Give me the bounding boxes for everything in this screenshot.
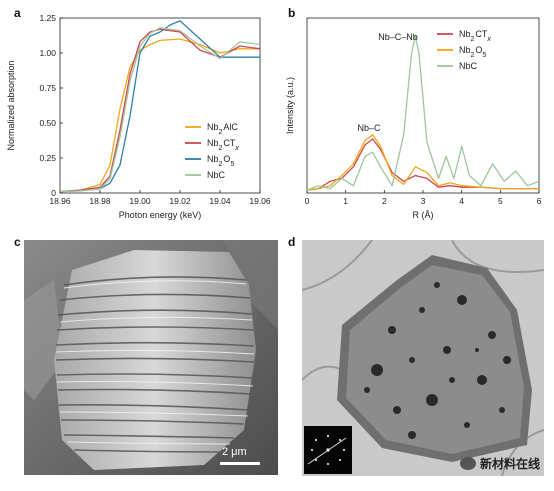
panel-label-b: b — [288, 6, 296, 20]
legend-label: NbC — [207, 170, 226, 180]
wechat-logo-icon — [459, 457, 476, 470]
panel-label-d: d — [288, 235, 296, 249]
x-tick-label: 18.98 — [89, 196, 111, 206]
x-tick-label: 3 — [421, 196, 426, 206]
x-axis-label: R (Å) — [413, 210, 434, 220]
peak-annotation: Nb–C — [357, 123, 381, 133]
x-tick-label: 0 — [305, 196, 310, 206]
series-line-nb2ctx — [306, 138, 539, 191]
x-tick-label: 2 — [382, 196, 387, 206]
series-line-nbc — [59, 27, 261, 193]
legend-label: Nb2O5 — [207, 154, 234, 168]
scale-bar-label: 2 μm — [222, 446, 247, 458]
exafs-chart: 0 1 2 3 4 5 6 R (Å) Intensity (a.u.) Nb2CTx Nb2O5 N… — [285, 17, 542, 220]
y-axis-label: Normalized absorption — [6, 60, 16, 150]
plot-frame — [59, 17, 261, 194]
series-line-nb2alc — [59, 38, 260, 193]
x-tick-label: 6 — [537, 196, 542, 206]
legend-label: Nb2CTx — [459, 29, 491, 43]
x-tick-label: 1 — [343, 196, 348, 206]
y-axis-label: Intensity (a.u.) — [285, 77, 295, 134]
sem-image: 2 μm — [24, 240, 278, 475]
panel-label-a: a — [14, 6, 21, 20]
y-tick-label: 0.50 — [39, 118, 56, 128]
x-tick-label: 4 — [459, 196, 464, 206]
y-tick-label: 0 — [51, 188, 56, 198]
y-tick-label: 0.25 — [39, 153, 56, 163]
x-tick-label: 19.04 — [209, 196, 231, 206]
watermark: 新材料在线 — [459, 455, 540, 472]
x-axis-label: Photon energy (keV) — [119, 210, 202, 220]
legend-label: Nb2O5 — [459, 45, 486, 59]
y-tick-label: 0.75 — [39, 83, 56, 93]
y-tick-label: 1.00 — [39, 48, 56, 58]
panel-label-c: c — [14, 235, 21, 249]
x-tick-label: 19.06 — [249, 196, 271, 206]
series-line-nb2o5 — [306, 134, 539, 191]
legend-label: Nb2CTx — [207, 138, 239, 152]
x-tick-label: 18.96 — [49, 196, 71, 206]
x-tick-label: 19.02 — [169, 196, 191, 206]
y-tick-label: 1.25 — [39, 13, 56, 23]
series-line-nbc — [306, 34, 540, 191]
tem-image: 新材料在线 — [302, 240, 544, 476]
scale-bar — [220, 462, 260, 465]
series-line-nb2o5 — [59, 20, 260, 193]
x-tick-label: 5 — [498, 196, 503, 206]
legend-label: NbC — [459, 61, 478, 71]
legend-label: Nb2AlC — [207, 122, 238, 136]
x-tick-label: 19.00 — [129, 196, 151, 206]
xanes-chart: 18.96 18.98 19.00 19.02 19.04 19.06 0 0.25 0.50 0… — [6, 13, 271, 220]
peak-annotation: Nb–C–Nb — [378, 32, 418, 42]
diffraction-inset — [304, 426, 352, 474]
